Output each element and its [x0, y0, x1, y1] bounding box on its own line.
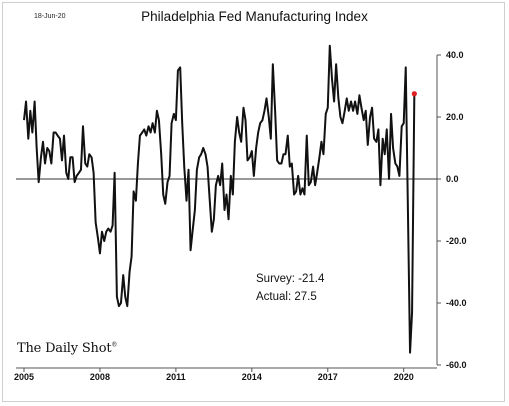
brand-logo: The Daily Shot®: [17, 341, 118, 356]
x-tick-label-5: 2020: [394, 372, 414, 382]
x-tick-label-2: 2011: [166, 372, 186, 382]
chart-title: Philadelphia Fed Manufacturing Index: [141, 9, 368, 24]
chart-frame: [2, 2, 505, 402]
y-tick-label-3: -20.0: [446, 236, 467, 246]
annotation-survey: Survey: -21.4: [256, 273, 325, 285]
x-tick-label-4: 2017: [318, 372, 338, 382]
y-tick-label-0: 40.0: [446, 50, 464, 60]
annotation-actual: Actual: 27.5: [256, 291, 317, 303]
y-tick-label-2: 0.0: [446, 174, 459, 184]
x-tick-label-3: 2014: [242, 372, 262, 382]
series-line: [23, 44, 416, 354]
y-tick-label-4: -40.0: [446, 298, 467, 308]
date-stamp: 18-Jun-20: [34, 13, 66, 20]
y-tick-label-5: -60.0: [446, 360, 467, 370]
y-tick-label-1: 20.0: [446, 112, 464, 122]
latest-point-marker: [411, 91, 417, 97]
x-tick-label-1: 2008: [90, 372, 110, 382]
x-tick-label-0: 2005: [14, 372, 34, 382]
